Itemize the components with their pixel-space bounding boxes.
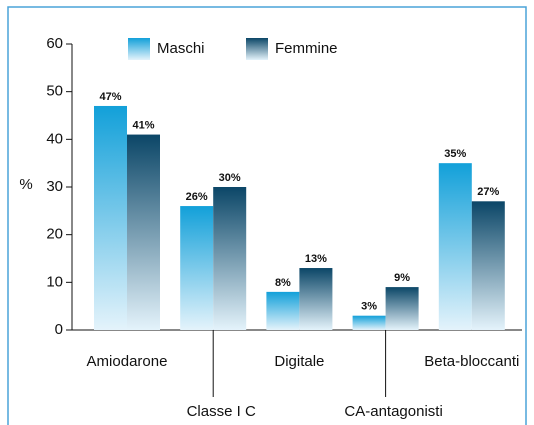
- value-label: 27%: [477, 186, 499, 198]
- y-axis-label: %: [19, 176, 32, 193]
- y-tick-label: 40: [46, 130, 63, 147]
- y-tick-label: 50: [46, 83, 63, 100]
- y-tick-label: 20: [46, 226, 63, 243]
- x-tick-label: Beta-bloccanti: [424, 353, 519, 370]
- bar: [352, 315, 386, 330]
- value-label: 30%: [219, 172, 241, 184]
- y-tick-label: 60: [46, 35, 63, 52]
- y-tick-label: 10: [46, 273, 63, 290]
- bar: [94, 105, 127, 330]
- x-tick-label: Amiodarone: [87, 353, 168, 370]
- bar: [213, 187, 247, 330]
- bar: [385, 287, 419, 330]
- bar: [127, 134, 160, 330]
- y-tick-label: 0: [55, 321, 63, 338]
- bar: [471, 201, 505, 330]
- bar: [299, 268, 333, 330]
- x-tick-label: Classe I C: [187, 403, 256, 420]
- y-tick-label: 30: [46, 178, 63, 195]
- legend-swatch: [128, 38, 150, 60]
- value-label: 26%: [186, 191, 208, 203]
- frame: [7, 6, 527, 425]
- value-label: 41%: [132, 119, 154, 131]
- legend-label: Maschi: [157, 40, 205, 57]
- value-label: 8%: [275, 277, 291, 289]
- value-label: 9%: [394, 272, 410, 284]
- value-label: 47%: [99, 91, 121, 103]
- bar: [266, 291, 300, 330]
- value-label: 3%: [361, 301, 377, 313]
- value-label: 35%: [444, 148, 466, 160]
- legend-swatch: [246, 38, 268, 60]
- value-label: 13%: [305, 253, 327, 265]
- bar: [180, 206, 214, 330]
- x-tick-label: CA-antagonisti: [344, 403, 442, 420]
- legend-label: Femmine: [275, 40, 338, 57]
- bar: [438, 163, 472, 330]
- x-tick-label: Digitale: [274, 353, 324, 370]
